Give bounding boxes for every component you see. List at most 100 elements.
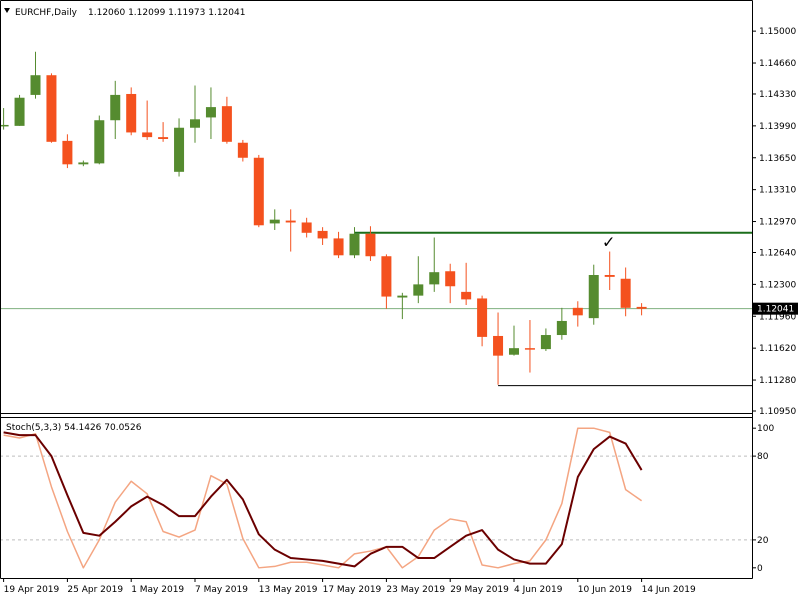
candle[interactable] [62, 134, 73, 169]
candle[interactable] [30, 51, 41, 99]
candle-body [333, 238, 344, 256]
candle-body [253, 157, 264, 226]
candle-body [461, 291, 472, 300]
candle[interactable] [317, 227, 328, 245]
price-tick-label: 1.13990 [759, 122, 796, 132]
candle[interactable] [636, 303, 647, 316]
candle-body [397, 295, 408, 298]
candle[interactable] [365, 226, 376, 261]
candle[interactable] [397, 292, 408, 320]
candle[interactable] [94, 115, 105, 165]
price-tick-label: 1.11280 [759, 376, 796, 386]
candle[interactable] [556, 307, 567, 340]
candle-body [0, 124, 9, 127]
candle[interactable] [14, 94, 25, 126]
price-tick-label: 1.13310 [759, 186, 796, 196]
price-tick-label: 1.11620 [759, 344, 796, 354]
candle[interactable] [301, 217, 312, 238]
time-tick-label: 4 Jun 2019 [514, 585, 563, 595]
candle-body [620, 278, 631, 308]
candle-body [604, 274, 615, 277]
stoch-tick-label: 100 [757, 424, 774, 434]
candle[interactable] [620, 267, 631, 317]
candle[interactable] [237, 139, 248, 162]
candle-body [493, 335, 504, 356]
candle-body [205, 107, 216, 118]
candle[interactable] [0, 108, 9, 130]
time-tick-label: 29 May 2019 [450, 585, 509, 595]
time-axis: 19 Apr 2019 25 Apr 2019 1 May 2019 7 May 20… [3, 578, 696, 595]
candle[interactable] [477, 295, 488, 347]
candle-body [142, 132, 153, 138]
candle-body [588, 274, 599, 319]
panel-frames [0, 0, 753, 579]
candle[interactable] [572, 301, 583, 327]
time-tick-label: 1 May 2019 [131, 585, 184, 595]
candle[interactable] [493, 312, 504, 385]
time-tick-label: 19 Apr 2019 [4, 585, 60, 595]
dropdown-arrow-icon[interactable] [4, 8, 10, 13]
candle[interactable] [349, 227, 360, 259]
checkmark-annotation: ✓ [602, 233, 615, 252]
candle[interactable] [78, 160, 89, 167]
candle[interactable] [604, 251, 615, 291]
candle-body [237, 142, 248, 158]
symbol-label: EURCHF,Daily [15, 8, 78, 18]
candle[interactable] [253, 154, 264, 228]
stoch-signal-line [3, 427, 643, 569]
candle-body [14, 97, 25, 126]
candle[interactable] [413, 256, 424, 304]
price-tick-label: 1.10950 [759, 407, 796, 417]
candle[interactable] [174, 118, 185, 177]
candle-body [158, 137, 169, 139]
candle-body [365, 233, 376, 257]
time-tick-label: 14 Jun 2019 [642, 585, 696, 595]
stoch-panel-background [0, 418, 752, 578]
candle[interactable] [158, 122, 169, 142]
candle-body [174, 127, 185, 172]
candle[interactable] [205, 87, 216, 139]
stoch-main-line [3, 431, 643, 568]
price-tick-label: 1.12640 [759, 248, 796, 258]
candle[interactable] [285, 209, 296, 252]
candle[interactable] [524, 320, 535, 373]
candle[interactable] [381, 254, 392, 309]
price-panel-background [0, 0, 752, 413]
time-tick-label: 13 May 2019 [259, 585, 318, 595]
current-price-tag [753, 302, 798, 315]
price-tick-label: 1.11960 [759, 312, 796, 322]
candle[interactable] [190, 85, 200, 143]
stoch-tick-label: 20 [757, 536, 769, 546]
candle-body [285, 220, 296, 223]
candle[interactable] [221, 96, 232, 144]
candle[interactable] [333, 231, 344, 259]
candle[interactable] [269, 209, 280, 230]
chart-header: EURCHF,Daily 1.12060 1.12099 1.11973 1.1… [4, 8, 245, 18]
candle-body [269, 219, 280, 224]
candle[interactable] [110, 80, 121, 139]
price-tick-label: 1.15000 [759, 27, 796, 37]
time-tick-label: 25 Apr 2019 [67, 585, 123, 595]
candle[interactable] [46, 73, 57, 143]
candle-body [30, 75, 41, 95]
candle-body [78, 162, 89, 165]
stochastic-panel[interactable]: 100 80 20 0 Stoch(5,3,3) 54.1426 70.0526 [0, 418, 774, 578]
candle-body [317, 230, 328, 239]
candle[interactable] [461, 262, 472, 306]
candle[interactable] [588, 264, 599, 325]
time-tick-label: 7 May 2019 [195, 585, 248, 595]
time-tick-label: 17 May 2019 [323, 585, 382, 595]
candle[interactable] [429, 237, 440, 292]
stoch-tick-label: 0 [757, 564, 763, 574]
candle[interactable] [509, 325, 519, 356]
candle[interactable] [445, 263, 456, 304]
candle[interactable] [126, 87, 137, 136]
price-tick-label: 1.13650 [759, 154, 796, 164]
candle[interactable] [540, 328, 551, 351]
candle-body [349, 233, 360, 256]
main-price-panel[interactable]: 1.15000 1.14660 1.14330 1.13990 1.13650 1.133… [0, 0, 798, 417]
candle-body [190, 119, 200, 128]
stoch-tick-label: 80 [757, 452, 769, 462]
candle[interactable] [142, 100, 153, 140]
